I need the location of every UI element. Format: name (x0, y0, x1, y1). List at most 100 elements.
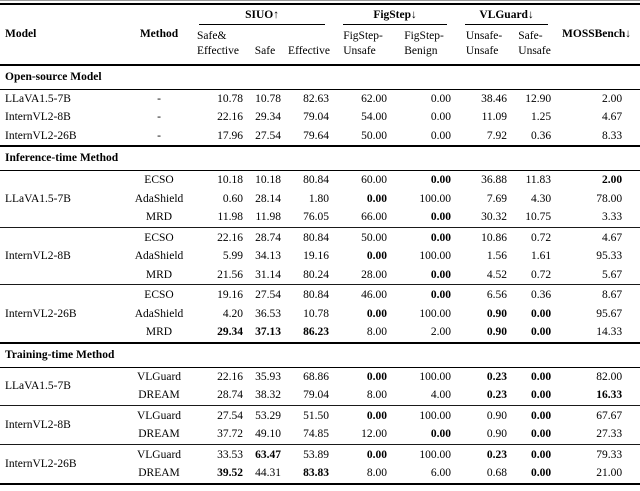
value-cell: 11.98 (217, 211, 243, 224)
value-cell: 12.00 (361, 428, 388, 441)
header-group-siuo-label: SIUO↑ (245, 9, 279, 21)
value-cell: 17.96 (217, 129, 243, 142)
value-cell: 0.00 (430, 129, 452, 142)
value-cell: 29.34 (255, 111, 281, 124)
value-cell: 54.00 (361, 111, 388, 124)
value-cell: 0.00 (512, 443, 558, 465)
table-row: DREAM 39.52 44.31 83.83 8.00 6.00 0.68 0.00 21.0… (0, 464, 640, 484)
method-cell: AdaShield (134, 307, 184, 320)
table-header: Model Method SIUO↑ FigStep↓ VLGuard↓ MOS… (0, 4, 640, 65)
value-cell: 10.78 (217, 92, 243, 105)
model-cell: InternVL2-26B (0, 443, 128, 484)
value-cell: 0.00 (392, 226, 457, 248)
value-cell: 21.00 (596, 467, 623, 480)
model-cell: LLaVA1.5-7B (5, 92, 71, 105)
table-row: DREAM 28.74 38.32 79.04 8.00 4.00 0.23 0.00 16.3… (0, 386, 640, 405)
value-cell: 37.13 (255, 326, 281, 339)
value-cell: 67.67 (557, 404, 640, 426)
value-cell: 2.00 (601, 92, 623, 105)
value-cell: 4.20 (222, 307, 243, 320)
method-cell: VLGuard (128, 404, 190, 426)
table-row: AdaShield 5.99 34.13 19.16 0.00 100.00 1.56 1.6… (0, 247, 640, 266)
value-cell: 6.00 (430, 467, 452, 480)
value-cell: 22.16 (190, 226, 246, 248)
header-group-siuo: SIUO↑ (190, 4, 334, 25)
method-cell: ECSO (144, 174, 174, 187)
value-cell: 79.04 (303, 389, 330, 402)
value-cell: 100.00 (419, 307, 452, 320)
value-cell: 2.00 (601, 174, 623, 187)
value-cell: 0.36 (530, 129, 552, 142)
header-row-subcolumns: Safe& Effective Safe Effective FigStep- … (0, 25, 640, 65)
value-cell: 4.67 (557, 226, 640, 248)
value-cell: 0.00 (530, 326, 552, 339)
value-cell: 10.78 (303, 307, 330, 320)
value-cell: 14.33 (596, 326, 623, 339)
model-cell: LLaVA1.5-7B (5, 192, 71, 205)
value-cell: 80.84 (303, 174, 330, 187)
method-cell: MRD (145, 326, 173, 339)
value-cell: 8.33 (601, 129, 623, 142)
method-cell: - (157, 111, 161, 124)
table-row: AdaShield 0.60 28.14 1.80 0.00 100.00 7.69 4.30… (0, 190, 640, 209)
value-cell: 63.47 (246, 443, 284, 465)
model-cell: InternVL2-8B (0, 404, 128, 445)
value-cell: 0.90 (486, 307, 508, 320)
method-cell: VLGuard (136, 370, 182, 383)
table-row: LLaVA1.5-7B ECSO 10.18 10.18 80.84 60.00 0.00 3… (0, 171, 640, 205)
model-cell: InternVL2-8B (5, 111, 71, 124)
value-cell: 11.83 (525, 174, 552, 187)
value-cell: 38.46 (481, 92, 508, 105)
value-cell: 39.52 (217, 467, 243, 480)
value-cell: 86.23 (303, 326, 330, 339)
value-cell: 3.33 (601, 211, 623, 224)
value-cell: 80.84 (284, 226, 335, 248)
table-row: LLaVA1.5-7B - 10.78 10.78 82.63 62.00 0.00 38.4… (0, 89, 640, 108)
value-cell: 0.90 (486, 428, 508, 441)
value-cell: 19.16 (303, 250, 330, 263)
model-cell: InternVL2-26B (5, 129, 77, 142)
value-cell: 1.80 (308, 192, 330, 205)
value-cell: 0.90 (456, 404, 513, 426)
value-cell: 28.74 (246, 226, 284, 248)
value-cell: 27.54 (255, 129, 281, 142)
method-cell: MRD (145, 211, 173, 224)
header-safe-label: Safe (254, 44, 276, 57)
value-cell: 4.00 (430, 389, 452, 402)
value-cell: 0.00 (430, 428, 452, 441)
value-cell: 0.00 (430, 111, 452, 124)
value-cell: 0.68 (486, 467, 508, 480)
value-cell: 76.05 (303, 211, 330, 224)
header-safe-unsafe: Safe- Unsafe (512, 25, 557, 65)
section-title: Training-time Method (0, 341, 640, 368)
value-cell: 80.84 (284, 284, 335, 305)
value-cell: 27.54 (246, 284, 284, 305)
value-cell: 0.72 (512, 226, 558, 248)
header-mossbench: MOSSBench↓ (562, 28, 632, 41)
method-cell: ECSO (128, 284, 190, 305)
value-cell: 100.00 (392, 443, 457, 465)
value-cell: 82.00 (596, 370, 623, 383)
value-cell: 0.00 (530, 389, 552, 402)
value-cell: 0.23 (486, 389, 508, 402)
section-header-row: Closed-source Models (0, 482, 640, 491)
table-row: MRD 11.98 11.98 76.05 66.00 0.00 30.32 10.75 3.3… (0, 208, 640, 227)
model-cell: InternVL2-8B (0, 226, 128, 285)
value-cell: 7.69 (486, 192, 508, 205)
value-cell: 31.14 (255, 268, 281, 281)
value-cell: 35.93 (255, 370, 281, 383)
value-cell: 34.13 (255, 250, 281, 263)
value-cell: 49.10 (255, 428, 281, 441)
value-cell: 10.86 (456, 226, 513, 248)
value-cell: 8.67 (557, 284, 640, 305)
value-cell: 0.00 (530, 467, 552, 480)
value-cell: 50.00 (361, 129, 388, 142)
method-cell: - (157, 92, 161, 105)
value-cell: 8.00 (366, 389, 388, 402)
header-effective: Effective (284, 25, 334, 65)
value-cell: 0.60 (222, 192, 243, 205)
table-row: InternVL2-26B ECSO 19.16 27.54 80.84 46.00 0.0… (0, 284, 640, 343)
header-model: Model (5, 28, 37, 41)
value-cell: 38.32 (255, 389, 281, 402)
